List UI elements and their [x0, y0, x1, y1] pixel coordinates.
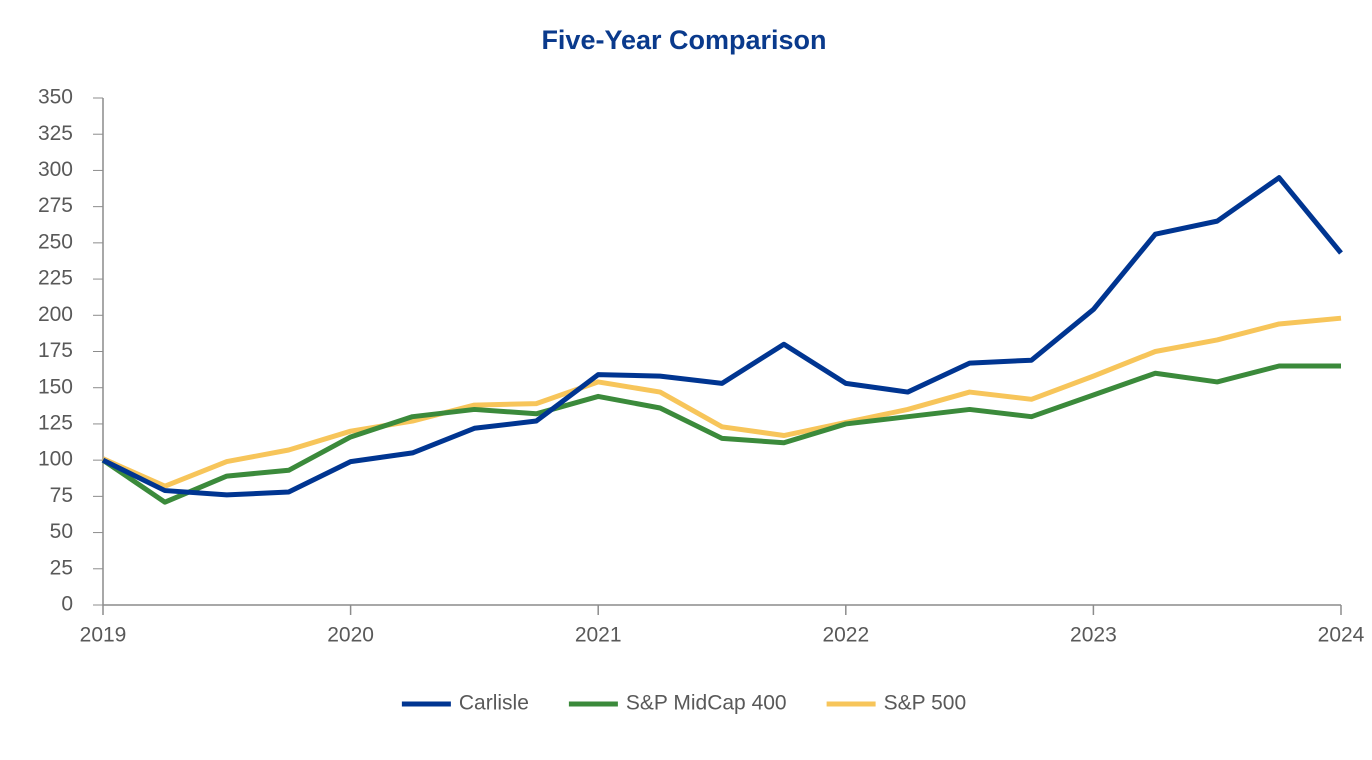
series-line	[101, 175, 1343, 498]
legend-label: S&P 500	[884, 692, 967, 715]
y-tick-label: 225	[38, 267, 73, 290]
x-tick-label: 2020	[327, 624, 374, 647]
y-tick-label: 200	[38, 303, 73, 326]
y-tick-label: 125	[38, 411, 73, 434]
y-tick-label: 250	[38, 230, 73, 253]
legend-label: Carlisle	[459, 692, 529, 715]
y-tick-label: 25	[50, 556, 73, 579]
y-tick-label: 300	[38, 158, 73, 181]
x-tick-label: 2023	[1070, 624, 1117, 647]
y-tick-label: 100	[38, 448, 73, 471]
y-tick-label: 50	[50, 520, 73, 543]
x-tick-label: 2022	[822, 624, 869, 647]
chart-title: Five-Year Comparison	[541, 25, 826, 55]
y-tick-label: 175	[38, 339, 73, 362]
series-line	[101, 315, 1342, 489]
y-tick-label: 0	[61, 593, 73, 616]
x-tick-label: 2021	[575, 624, 622, 647]
x-tick-label: 2019	[80, 624, 127, 647]
y-tick-label: 150	[38, 375, 73, 398]
y-tick-label: 325	[38, 122, 73, 145]
x-tick-label: 2024	[1318, 624, 1365, 647]
series-line	[101, 363, 1341, 505]
y-tick-label: 350	[38, 86, 73, 109]
legend-label: S&P MidCap 400	[626, 692, 787, 715]
y-tick-label: 275	[38, 194, 73, 217]
y-tick-label: 75	[50, 484, 73, 507]
